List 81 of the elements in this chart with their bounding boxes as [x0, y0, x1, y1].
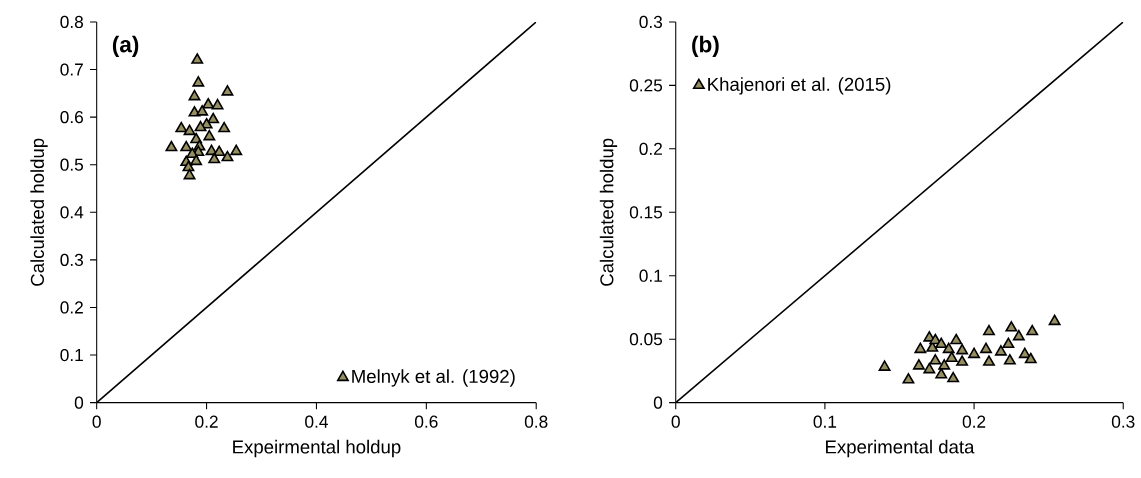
y-tick-label: 0.5	[60, 158, 84, 171]
point	[945, 351, 958, 362]
point	[188, 89, 201, 101]
y-tick-label: 0.8	[60, 15, 83, 28]
legend-label: Melnyk et al. (1992)	[352, 369, 515, 387]
point	[194, 120, 207, 132]
legend-label: Khajenori et al. (2015)	[708, 77, 891, 95]
point	[1026, 324, 1039, 336]
point	[221, 84, 234, 96]
y-tick-label: 0.1	[639, 269, 662, 282]
point	[203, 129, 216, 141]
y-tick-label: 0.6	[60, 110, 83, 124]
point	[968, 347, 981, 359]
y-tick-label: 0.3	[60, 253, 83, 266]
point	[221, 150, 234, 162]
point	[1012, 329, 1025, 341]
point	[1024, 352, 1037, 364]
point	[175, 121, 188, 133]
y-axis-title: Calculated holdup	[599, 138, 618, 286]
y-tick-label: 0	[74, 396, 84, 409]
y-tick-label: 0.2	[60, 301, 83, 314]
point	[956, 343, 969, 355]
x-tick-label: 0.2	[962, 415, 986, 428]
x-tick-label: 0.2	[195, 415, 218, 428]
point	[878, 360, 891, 371]
point	[180, 140, 193, 152]
point	[950, 333, 963, 345]
annotation: (a)	[112, 35, 139, 57]
point	[994, 344, 1007, 356]
point	[912, 358, 925, 370]
annotation: (b)	[692, 35, 719, 57]
point	[929, 353, 942, 365]
point	[182, 160, 195, 172]
y-tick-label: 0.15	[629, 205, 663, 219]
point	[1003, 353, 1016, 365]
point	[208, 152, 221, 164]
x-axis-title: Experimental data	[826, 439, 975, 458]
x-tick-label: 0.6	[414, 415, 438, 428]
point	[902, 372, 915, 384]
point	[1005, 320, 1018, 332]
point	[196, 104, 209, 116]
point	[935, 337, 948, 348]
point	[956, 355, 969, 366]
x-tick-label: 0.4	[305, 415, 328, 428]
point	[914, 342, 927, 353]
point	[923, 362, 936, 374]
y-tick-label: 0.05	[629, 332, 663, 346]
point	[230, 144, 243, 155]
x-tick-label: 0.3	[1111, 415, 1135, 428]
y-tick-label: 0.3	[639, 15, 663, 28]
point	[1002, 337, 1015, 348]
x-tick-label: 0	[671, 415, 680, 428]
point	[218, 121, 231, 133]
point	[211, 98, 224, 110]
point	[938, 358, 951, 370]
y-tick-label: 0.2	[639, 142, 662, 155]
x-tick-label: 0	[92, 415, 101, 428]
point	[1048, 314, 1061, 326]
point	[192, 75, 205, 87]
point	[213, 145, 226, 156]
y-axis-title: Calculated holdup	[30, 138, 48, 286]
point	[207, 112, 220, 124]
y-tick-label: 0.25	[629, 79, 663, 92]
point	[183, 168, 196, 180]
x-axis-title: Expeirmental holdup	[233, 439, 401, 458]
point	[1018, 347, 1031, 359]
point	[983, 324, 995, 336]
point	[165, 140, 178, 152]
point	[942, 342, 955, 353]
point	[983, 355, 995, 366]
point	[183, 124, 196, 135]
y-tick-label: 0.4	[60, 205, 84, 219]
x-tick-label: 0.8	[524, 415, 548, 428]
y-tick-label: 0.7	[60, 63, 83, 76]
point	[191, 53, 204, 64]
point	[190, 154, 203, 165]
point	[947, 371, 960, 383]
point	[980, 342, 992, 353]
x-tick-label: 0.1	[813, 415, 837, 428]
y-tick-label: 0	[653, 396, 663, 409]
y-tick-label: 0.1	[60, 348, 83, 361]
